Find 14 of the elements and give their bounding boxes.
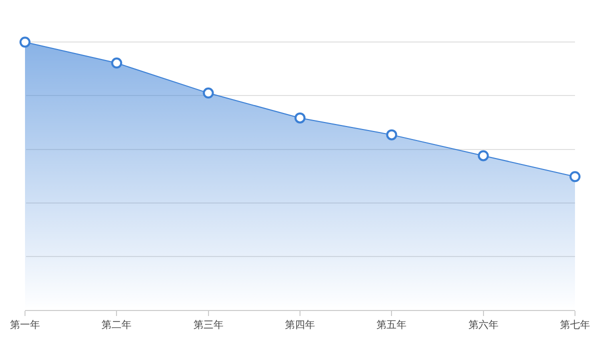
- point: [202, 88, 214, 99]
- x-tick-label: 第一年: [10, 319, 40, 331]
- x-tick-label: 第五年: [376, 319, 407, 331]
- point: [111, 58, 122, 69]
- x-tick-label: 第四年: [285, 319, 315, 331]
- point: [294, 112, 306, 124]
- x-tick-label: 第二年: [102, 319, 132, 331]
- x-tick-label: 第六年: [468, 319, 498, 331]
- x-tick-label: 第七年: [560, 319, 590, 331]
- x-tick-label: 第三年: [193, 319, 224, 331]
- point: [20, 36, 30, 48]
- point: [478, 150, 489, 162]
- point: [386, 129, 398, 140]
- point: [570, 171, 580, 182]
